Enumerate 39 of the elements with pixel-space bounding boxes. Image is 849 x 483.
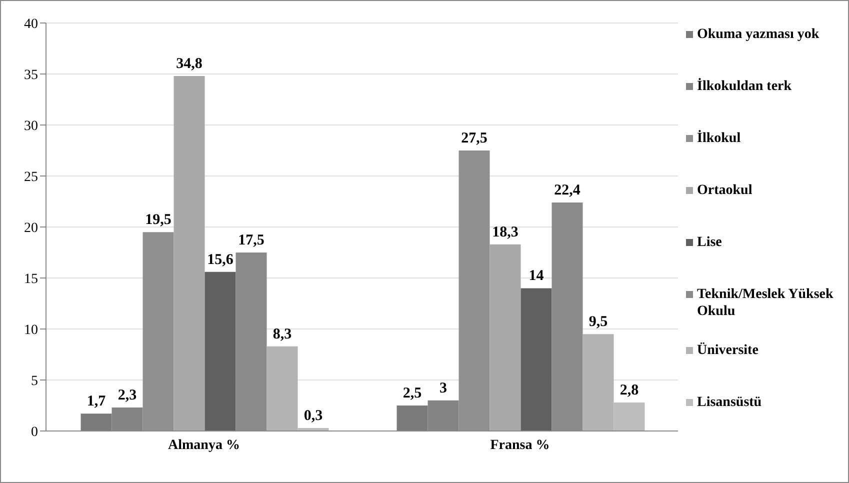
x-tick-label: Fransa % bbox=[490, 438, 550, 453]
y-tick-label: 20 bbox=[24, 220, 38, 236]
bar bbox=[520, 288, 552, 431]
y-tick-label: 25 bbox=[24, 170, 38, 185]
x-tick-label: Almanya % bbox=[168, 438, 240, 453]
data-label: 9,5 bbox=[588, 314, 608, 330]
bar bbox=[490, 244, 521, 431]
data-label: 1,7 bbox=[86, 394, 106, 410]
data-label: 8,3 bbox=[272, 326, 292, 342]
y-tick-label: 15 bbox=[24, 272, 38, 287]
data-label: 0,3 bbox=[304, 408, 323, 424]
y-tick-label: 10 bbox=[24, 322, 38, 338]
legend-label: Lisansüstü bbox=[697, 394, 762, 411]
data-label: 22,4 bbox=[554, 182, 581, 199]
bar bbox=[204, 272, 236, 431]
y-tick-label: 5 bbox=[31, 374, 38, 389]
legend-label: Lise bbox=[697, 234, 722, 251]
data-label: 15,6 bbox=[207, 252, 234, 268]
y-tick-label: 0 bbox=[31, 424, 38, 440]
data-label: 2,8 bbox=[620, 382, 639, 398]
data-label: 19,5 bbox=[145, 212, 172, 228]
data-label: 17,5 bbox=[238, 232, 264, 248]
y-tick-label: 35 bbox=[24, 68, 38, 83]
data-label: 3 bbox=[440, 380, 448, 396]
legend-label: İlkokul bbox=[697, 130, 741, 147]
bar bbox=[174, 76, 205, 431]
y-tick-label: 40 bbox=[24, 16, 38, 32]
legend-label: Ortaokul bbox=[697, 182, 752, 199]
legend-label: İlkokuldan terk bbox=[697, 78, 792, 95]
data-label: 27,5 bbox=[461, 130, 488, 146]
data-label: 2,5 bbox=[402, 386, 422, 402]
legend-label: Teknik/Meslek Yüksek Okulu bbox=[697, 286, 834, 320]
data-label: 34,8 bbox=[176, 56, 202, 72]
legend-label: Üniversite bbox=[697, 342, 758, 359]
data-label: 2,3 bbox=[118, 388, 137, 404]
y-tick-label: 30 bbox=[24, 118, 38, 134]
legend-label: Okuma yazması yok bbox=[697, 26, 820, 43]
data-label: 14 bbox=[528, 268, 544, 284]
data-label: 18,3 bbox=[492, 224, 518, 240]
